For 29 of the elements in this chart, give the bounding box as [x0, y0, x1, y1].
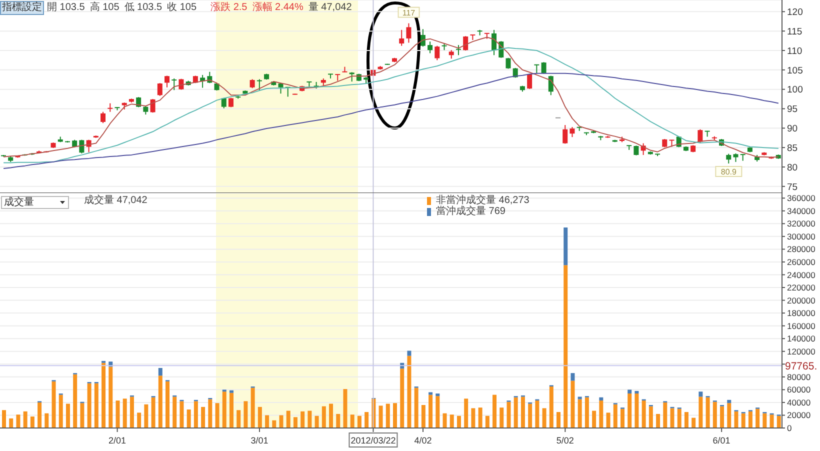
y-tick-label: 85 [787, 142, 798, 154]
y-tick-label: 260000 [787, 256, 816, 267]
y-tick-label: 240000 [787, 270, 816, 280]
y-tick-label: 140000 [787, 334, 816, 344]
y-tick-label: 340000 [787, 206, 816, 216]
y-tick-label: 20000 [787, 410, 811, 420]
y-tick-label: 100 [787, 84, 803, 96]
y-tick-label: 80000 [787, 372, 811, 382]
y-tick-label: 280000 [787, 244, 816, 254]
y-tick-label: 75 [787, 182, 798, 193]
y-tick-label: 360000 [787, 193, 816, 204]
y-tick-label: 90 [787, 124, 798, 135]
y-tick-label: 40000 [787, 397, 811, 408]
y-tick-label: 160000 [787, 320, 816, 331]
y-tick-label: 300000 [787, 231, 816, 242]
y-tick-label: 110 [787, 46, 802, 57]
y-tick-label: 105 [787, 65, 803, 76]
y-tick-label: 200000 [787, 295, 816, 306]
y-tick-label: 60000 [787, 384, 811, 395]
y-tick-label: 180000 [787, 308, 816, 318]
y-tick-label: 120000 [787, 346, 816, 356]
y-tick-label: 80 [787, 162, 798, 174]
y-tick-label: 0 [787, 423, 792, 434]
y-tick-label: 95 [787, 104, 798, 116]
ref-line-label: 97765. [785, 360, 818, 373]
y-tick-label: 220000 [787, 282, 816, 293]
y-tick-label: 120 [787, 7, 803, 18]
y-tick-label: 320000 [787, 218, 816, 229]
y-tick-label: 115 [787, 26, 802, 38]
